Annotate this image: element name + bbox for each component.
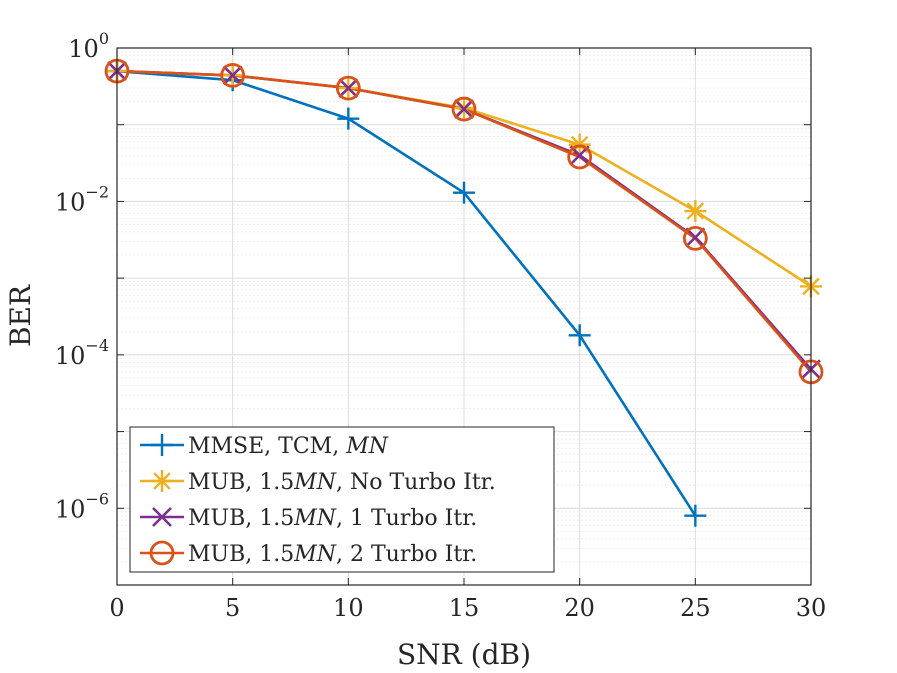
circle-marker xyxy=(682,225,708,251)
legend-entry-1: MMSE, TCM, MN xyxy=(140,434,389,459)
x-tick-label: 30 xyxy=(796,594,827,622)
x-marker-d2 xyxy=(338,78,359,99)
legend-label: MUB, 1.5MN, No Turbo Itr. xyxy=(188,470,496,495)
x-tick-label: 5 xyxy=(225,594,240,622)
y-tick-label: 100 xyxy=(68,29,109,63)
legend-label: MUB, 1.5MN, 1 Turbo Itr. xyxy=(188,506,477,531)
data-point xyxy=(454,99,474,119)
legend: MMSE, TCM, MN MUB, 1.5MN, No Turbo Itr. MU… xyxy=(129,426,555,573)
data-point xyxy=(684,200,707,223)
x-axis-label: SNR (dB) xyxy=(397,638,531,671)
data-point xyxy=(338,78,359,99)
axis-ticks xyxy=(116,47,812,586)
circle-marker xyxy=(149,540,175,566)
y-tick-label: 10−4 xyxy=(55,336,109,370)
data-point xyxy=(335,75,361,101)
x-marker-d2 xyxy=(152,507,172,527)
star-marker-d2 xyxy=(686,202,705,220)
legend-box xyxy=(129,426,555,573)
x-tick-label: 0 xyxy=(109,594,124,622)
x-tick-label: 20 xyxy=(564,594,595,622)
star-marker-d2 xyxy=(153,472,171,490)
x-tick-label: 15 xyxy=(449,594,480,622)
data-point xyxy=(567,144,593,170)
x-tick-labels: 0 5 10 15 20 25 30 xyxy=(109,594,826,622)
x-marker-d2 xyxy=(454,99,474,119)
data-point xyxy=(684,504,707,527)
data-point xyxy=(568,324,591,347)
legend-entry-4: MUB, 1.5MN, 2 Turbo Itr. xyxy=(140,540,477,567)
x-tick-label: 10 xyxy=(333,594,364,622)
data-point xyxy=(685,227,706,248)
circle-marker xyxy=(335,75,361,101)
circle-marker xyxy=(567,144,593,170)
data-point xyxy=(220,62,246,88)
x-marker-d2 xyxy=(222,65,243,86)
data-point xyxy=(451,96,477,122)
series-line-1 xyxy=(116,69,697,517)
legend-entry-2: MUB, 1.5MN, No Turbo Itr. xyxy=(140,470,496,495)
data-point xyxy=(682,225,708,251)
legend-label: MMSE, TCM, MN xyxy=(188,434,389,459)
y-tick-label: 10−2 xyxy=(55,182,109,216)
circle-marker xyxy=(451,96,477,122)
legend-entry-3: MUB, 1.5MN, 1 Turbo Itr. xyxy=(140,506,477,531)
y-tick-label: 10−6 xyxy=(55,489,109,523)
y-axis-label: BER xyxy=(4,284,37,347)
data-point xyxy=(337,107,360,130)
legend-label: MUB, 1.5MN, 2 Turbo Itr. xyxy=(188,542,477,567)
y-tick-labels: 100 10−2 10−4 10−6 xyxy=(55,29,109,523)
x-marker-d2 xyxy=(685,227,706,248)
x-tick-label: 25 xyxy=(680,594,711,622)
circle-marker xyxy=(220,62,246,88)
data-point xyxy=(222,65,243,86)
data-point xyxy=(453,181,475,204)
